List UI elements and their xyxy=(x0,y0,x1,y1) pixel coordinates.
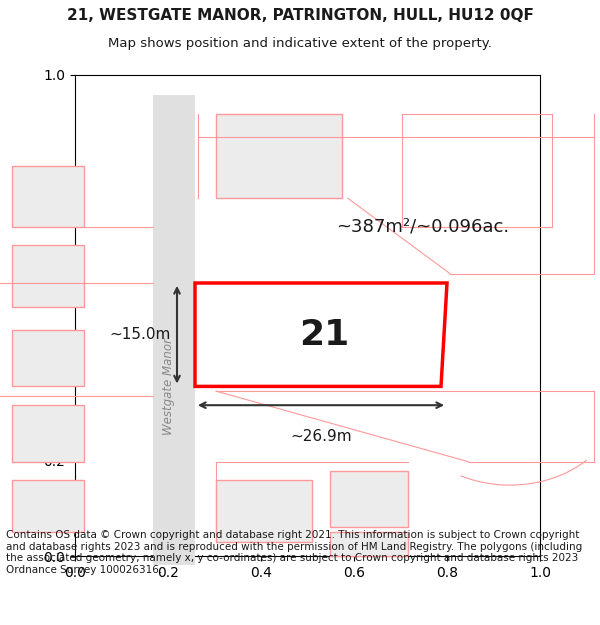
Polygon shape xyxy=(12,166,84,227)
Text: ~26.9m: ~26.9m xyxy=(290,429,352,444)
Text: Westgate Manor: Westgate Manor xyxy=(161,338,175,435)
Text: ~15.0m: ~15.0m xyxy=(110,328,171,342)
Text: ~387m²/~0.096ac.: ~387m²/~0.096ac. xyxy=(336,217,509,236)
Polygon shape xyxy=(216,283,306,368)
Bar xyxy=(153,95,195,565)
Polygon shape xyxy=(216,481,312,541)
Polygon shape xyxy=(216,114,342,198)
Polygon shape xyxy=(12,481,84,532)
Polygon shape xyxy=(12,405,84,462)
Text: Contains OS data © Crown copyright and database right 2021. This information is : Contains OS data © Crown copyright and d… xyxy=(6,530,582,575)
Polygon shape xyxy=(195,283,447,386)
Text: 21, WESTGATE MANOR, PATRINGTON, HULL, HU12 0QF: 21, WESTGATE MANOR, PATRINGTON, HULL, HU… xyxy=(67,8,533,22)
Polygon shape xyxy=(12,246,84,306)
Polygon shape xyxy=(12,330,84,386)
Polygon shape xyxy=(330,471,408,528)
Text: 21: 21 xyxy=(299,318,349,352)
Polygon shape xyxy=(330,532,408,556)
Text: Map shows position and indicative extent of the property.: Map shows position and indicative extent… xyxy=(108,37,492,50)
